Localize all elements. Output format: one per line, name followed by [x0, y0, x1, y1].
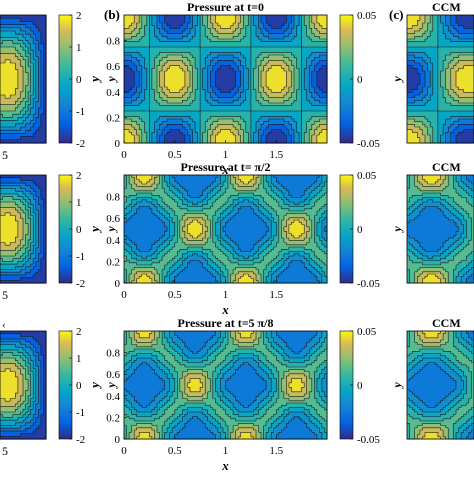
- left-colorbar-tick-label: 2: [76, 170, 82, 182]
- left-row-marker: ‹: [2, 319, 6, 331]
- left-colorbar-tick-label: 2: [76, 326, 82, 338]
- left-colorbar-tick-label: -1: [76, 106, 85, 118]
- left-colorbar-tick-label: 2: [76, 10, 82, 22]
- left-colorbar-tick-label: -2: [76, 138, 85, 150]
- left-colorbar-tick-label: 1: [76, 42, 82, 54]
- left-colorbar-tick-label: -1: [76, 407, 85, 419]
- left-colorbar-tick-label: 1: [76, 353, 82, 365]
- left-colorbar-tick-label: -2: [76, 434, 85, 446]
- left-colorbar-tick-label: 0: [76, 380, 82, 392]
- left-colorbar-tick-label: -2: [76, 278, 85, 290]
- left-colorbar-tick-label: 1: [76, 197, 82, 209]
- left-x-tick-label: 5: [2, 148, 8, 162]
- left-colorbar-tick-label: 0: [76, 74, 82, 86]
- left-x-tick-label: 5: [2, 288, 8, 302]
- left-colorbar-tick-label: 0: [76, 224, 82, 236]
- left-colorbar-tick-label: -1: [76, 251, 85, 263]
- left-x-tick-label: 5: [2, 444, 8, 458]
